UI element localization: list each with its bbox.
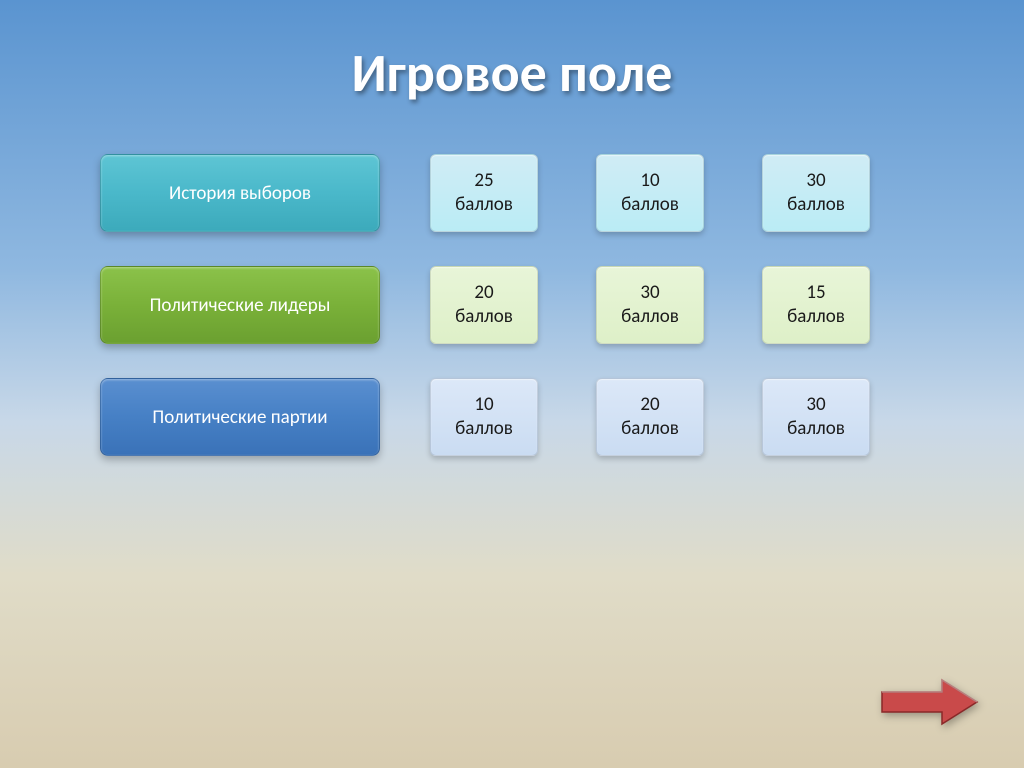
- game-row-3: Политические партии 10 баллов 20 баллов …: [100, 378, 1024, 456]
- cell-unit: баллов: [787, 193, 845, 217]
- cell-value: 30: [806, 169, 825, 193]
- cell-value: 20: [474, 281, 493, 305]
- cell-value: 30: [640, 281, 659, 305]
- cell-unit: баллов: [455, 193, 513, 217]
- cell-unit: баллов: [787, 417, 845, 441]
- cell-parties-1[interactable]: 10 баллов: [430, 378, 538, 456]
- category-label: История выборов: [169, 182, 311, 205]
- cell-unit: баллов: [455, 417, 513, 441]
- cell-unit: баллов: [621, 417, 679, 441]
- cells-row-3: 10 баллов 20 баллов 30 баллов: [430, 378, 870, 456]
- cell-parties-2[interactable]: 20 баллов: [596, 378, 704, 456]
- cell-value: 20: [640, 393, 659, 417]
- category-label: Политические партии: [152, 406, 327, 429]
- cell-unit: баллов: [787, 305, 845, 329]
- category-history[interactable]: История выборов: [100, 154, 380, 232]
- game-grid: История выборов 25 баллов 10 баллов 30 б…: [100, 154, 1024, 456]
- cell-unit: баллов: [621, 193, 679, 217]
- cells-row-2: 20 баллов 30 баллов 15 баллов: [430, 266, 870, 344]
- category-parties[interactable]: Политические партии: [100, 378, 380, 456]
- page-title: Игровое поле: [0, 0, 1024, 106]
- cell-parties-3[interactable]: 30 баллов: [762, 378, 870, 456]
- cell-history-2[interactable]: 10 баллов: [596, 154, 704, 232]
- cell-value: 15: [806, 281, 825, 305]
- cell-history-1[interactable]: 25 баллов: [430, 154, 538, 232]
- cell-leaders-2[interactable]: 30 баллов: [596, 266, 704, 344]
- category-leaders[interactable]: Политические лидеры: [100, 266, 380, 344]
- cell-value: 25: [474, 169, 493, 193]
- next-arrow-button[interactable]: [877, 677, 982, 732]
- cell-value: 10: [474, 393, 493, 417]
- cells-row-1: 25 баллов 10 баллов 30 баллов: [430, 154, 870, 232]
- arrow-right-icon: [877, 677, 982, 727]
- cell-history-3[interactable]: 30 баллов: [762, 154, 870, 232]
- game-row-1: История выборов 25 баллов 10 баллов 30 б…: [100, 154, 1024, 232]
- cell-unit: баллов: [621, 305, 679, 329]
- category-label: Политические лидеры: [150, 294, 331, 317]
- cell-unit: баллов: [455, 305, 513, 329]
- game-row-2: Политические лидеры 20 баллов 30 баллов …: [100, 266, 1024, 344]
- cell-leaders-1[interactable]: 20 баллов: [430, 266, 538, 344]
- arrow-path: [882, 680, 977, 724]
- cell-value: 10: [640, 169, 659, 193]
- cell-value: 30: [806, 393, 825, 417]
- cell-leaders-3[interactable]: 15 баллов: [762, 266, 870, 344]
